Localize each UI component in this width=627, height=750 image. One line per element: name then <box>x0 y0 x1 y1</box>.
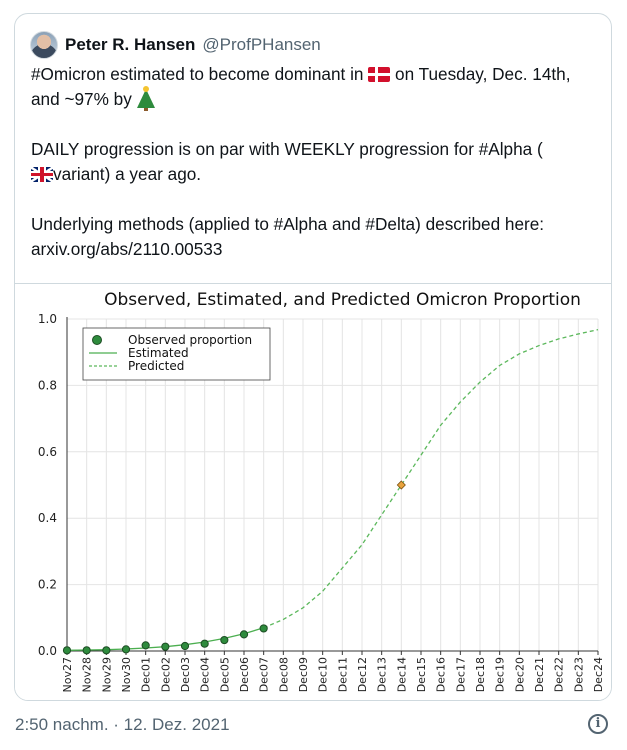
tweet-card[interactable]: Peter R. Hansen @ProfPHansen #Omicron es… <box>14 13 612 701</box>
x-tick-label: Dec18 <box>474 657 487 692</box>
y-tick-label: 0.6 <box>38 445 57 459</box>
y-tick-label: 1.0 <box>38 312 57 326</box>
data-point <box>62 646 72 655</box>
y-tick-label: 0.8 <box>38 378 57 392</box>
x-tick-label: Dec24 <box>592 657 605 692</box>
series-line-predicted <box>263 328 599 629</box>
y-tick-label: 0.4 <box>38 511 57 525</box>
data-point <box>82 646 91 655</box>
x-tick-label: Dec02 <box>159 657 172 692</box>
x-tick-label: Dec12 <box>356 657 369 692</box>
author-name[interactable]: Peter R. Hansen <box>65 35 196 54</box>
x-tick-label: Dec16 <box>435 657 448 692</box>
x-tick-label: Dec04 <box>199 657 212 692</box>
legend-marker <box>92 335 102 345</box>
x-tick-label: Dec21 <box>533 657 546 692</box>
x-tick-label: Dec08 <box>277 657 290 692</box>
christmas-tree-icon <box>136 86 155 111</box>
x-tick-label: Dec23 <box>572 657 585 692</box>
legend-label: Predicted <box>128 359 184 373</box>
data-point <box>121 645 131 654</box>
flag-uk-icon <box>31 167 53 182</box>
x-tick-label: Dec13 <box>376 657 389 692</box>
chart-image[interactable]: Observed, Estimated, and Predicted Omicr… <box>15 283 611 700</box>
data-point <box>141 641 150 650</box>
x-tick-label: Dec05 <box>218 657 231 692</box>
avatar[interactable] <box>30 31 58 59</box>
x-tick-label: Nov27 <box>61 657 74 692</box>
legend-label: Estimated <box>128 346 189 360</box>
x-tick-label: Dec14 <box>395 657 408 692</box>
x-tick-label: Nov29 <box>100 657 113 692</box>
x-tick-label: Dec11 <box>336 657 349 692</box>
x-tick-label: Dec20 <box>513 657 526 692</box>
y-tick-label: 0.0 <box>38 644 57 658</box>
x-tick-label: Dec09 <box>297 657 310 692</box>
omicron-chart: Observed, Estimated, and Predicted Omicr… <box>38 290 605 692</box>
tweet-paragraph-3[interactable]: Underlying methods (applied to #Alpha an… <box>31 214 545 259</box>
chart-title: Observed, Estimated, and Predicted Omicr… <box>104 290 581 310</box>
y-tick-label: 0.2 <box>38 578 57 592</box>
x-tick-label: Dec10 <box>317 657 330 692</box>
x-tick-label: Dec22 <box>553 657 566 692</box>
x-tick-label: Dec19 <box>494 657 507 692</box>
flag-denmark-icon <box>368 67 391 82</box>
data-point <box>161 642 170 651</box>
author-handle[interactable]: @ProfPHansen <box>202 35 321 54</box>
info-icon[interactable]: i <box>588 714 608 734</box>
x-tick-label: Dec06 <box>238 657 251 692</box>
tweet-text: #Omicron estimated to become dominant in… <box>31 62 599 262</box>
x-tick-label: Dec01 <box>140 657 153 692</box>
data-point <box>102 646 111 655</box>
tweet-header: Peter R. Hansen @ProfPHansen <box>30 31 321 59</box>
data-point <box>180 641 190 651</box>
x-tick-label: Dec17 <box>454 657 467 692</box>
tweet-paragraph-2: DAILY progression is on par with WEEKLY … <box>31 139 543 184</box>
tweet-timestamp[interactable]: 2:50 nachm. · 12. Dez. 2021 <box>15 715 230 734</box>
data-point <box>239 630 249 639</box>
x-tick-label: Nov30 <box>120 657 133 692</box>
data-point <box>220 635 229 645</box>
legend-box <box>82 327 271 381</box>
tweet-paragraph-1: #Omicron estimated to become dominant in… <box>31 64 571 111</box>
legend-label: Observed proportion <box>128 333 252 347</box>
x-tick-label: Dec03 <box>179 657 192 692</box>
x-tick-label: Dec15 <box>415 657 428 692</box>
dominance-marker <box>396 480 406 490</box>
x-tick-label: Nov28 <box>81 657 94 692</box>
x-tick-label: Dec07 <box>258 657 271 692</box>
data-point <box>200 639 209 648</box>
data-point <box>259 624 268 633</box>
